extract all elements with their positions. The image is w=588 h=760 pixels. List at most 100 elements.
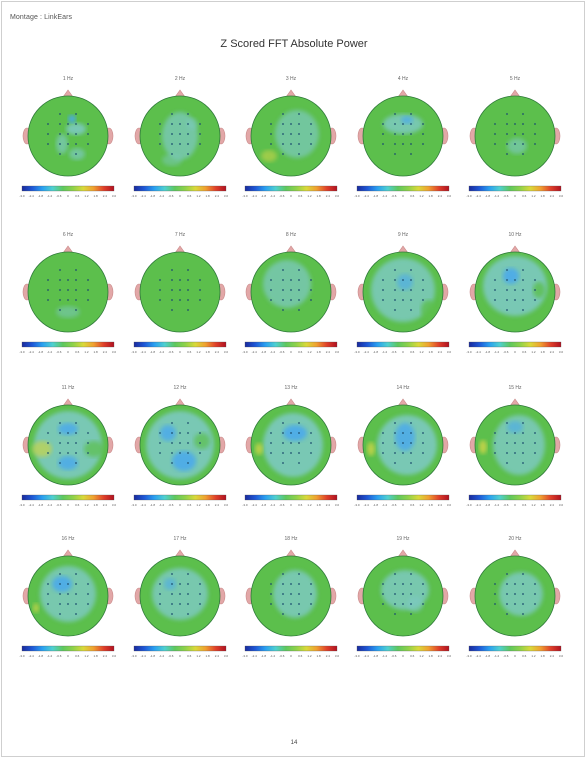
- electrode-dot: [514, 279, 516, 281]
- electrode-dot: [179, 593, 181, 595]
- activity-blob: [69, 148, 85, 160]
- activity-blob: [263, 413, 323, 477]
- frequency-label: 9 Hz: [397, 232, 409, 238]
- electrode-dot: [522, 133, 524, 135]
- electrode-dot: [171, 123, 173, 125]
- scale-tick-label: -2.4: [29, 654, 35, 658]
- electrode-dot: [394, 269, 396, 271]
- head-outline: [250, 404, 332, 486]
- electrode-dot: [59, 613, 61, 615]
- electrode-dot: [270, 593, 272, 595]
- topomap-6: 6 Hz -3.0 -2.4 -1.8 -1.2 -0.6 0 0.6 1.2 1.8 2.4 3.0: [18, 232, 118, 372]
- electrode-dot: [410, 432, 412, 434]
- color-scale-bar: [468, 645, 562, 652]
- scale-tick-label: -2.4: [476, 654, 482, 658]
- electrode-dot: [534, 289, 536, 291]
- electrode-dot: [282, 422, 284, 424]
- activity-blob: [479, 440, 487, 454]
- electrode-dot: [506, 613, 508, 615]
- scale-tick-label: 2.4: [326, 194, 331, 198]
- topomap-14: 14 Hz -3.0 -2.4 -1.8 -1.2 -0.6 0 0.6 1.2 1.8 2.4 3.…: [353, 385, 453, 525]
- scale-tick-label: 0.6: [298, 503, 303, 507]
- scale-tick-label: 2.4: [326, 503, 331, 507]
- activity-overlay: [499, 572, 543, 616]
- electrode-dot: [199, 133, 201, 135]
- scale-tick-label: -1.8: [261, 654, 267, 658]
- frequency-label: 16 Hz: [61, 536, 75, 542]
- electrode-dot: [298, 442, 300, 444]
- scale-tick-label: 3.0: [112, 350, 117, 354]
- head-map-svg: [357, 549, 449, 637]
- scale-tick-label: 0.6: [410, 654, 415, 658]
- electrode-dot: [402, 452, 404, 454]
- electrode-dot: [171, 452, 173, 454]
- electrode-dot: [394, 113, 396, 115]
- electrode-dot: [59, 462, 61, 464]
- electrode-dot: [506, 593, 508, 595]
- electrode-dot: [187, 462, 189, 464]
- electrode-dot: [394, 143, 396, 145]
- electrode-dot: [282, 133, 284, 135]
- head-outline: [139, 555, 221, 637]
- scale-tick-label: -3.0: [19, 350, 25, 354]
- activity-blob: [273, 570, 317, 618]
- electrode-dot: [422, 442, 424, 444]
- electrode-dot: [171, 113, 173, 115]
- electrode-dot: [75, 113, 77, 115]
- electrode-dot: [514, 133, 516, 135]
- electrode-dot: [187, 123, 189, 125]
- frequency-label: 20 Hz: [508, 536, 522, 542]
- electrode-dot: [522, 432, 524, 434]
- color-scale-bar: [133, 494, 227, 501]
- electrode-dot: [282, 299, 284, 301]
- electrode-dot: [290, 123, 292, 125]
- electrode-dot: [494, 143, 496, 145]
- electrode-dot: [75, 153, 77, 155]
- electrode-dot: [59, 452, 61, 454]
- head-map-svg: [245, 245, 337, 333]
- electrode-dot: [310, 442, 312, 444]
- scale-tick-label: -2.4: [141, 350, 147, 354]
- electrode-dot: [187, 279, 189, 281]
- color-scale: -3.0 -2.4 -1.8 -1.2 -0.6 0 0.6 1.2 1.8 2.4 3.0: [242, 645, 339, 658]
- electrode-dot: [171, 289, 173, 291]
- electrode-dot: [187, 269, 189, 271]
- electrode-dot: [179, 452, 181, 454]
- scale-tick-label: 1.8: [429, 654, 434, 658]
- electrode-dot: [382, 289, 384, 291]
- electrode-dot: [282, 279, 284, 281]
- electrode-dot: [310, 583, 312, 585]
- scale-tick-label: -0.6: [391, 350, 397, 354]
- scale-tick-label: 3.0: [559, 503, 564, 507]
- activity-blob: [283, 425, 307, 441]
- electrode-dot: [75, 299, 77, 301]
- electrode-dot: [514, 593, 516, 595]
- activity-blob: [52, 576, 72, 592]
- activity-blob: [493, 415, 545, 475]
- scale-tick-label: -3.0: [354, 194, 360, 198]
- electrode-dot: [67, 442, 69, 444]
- electrode-dot: [506, 279, 508, 281]
- color-scale-bar: [356, 341, 450, 348]
- scale-tick-label: 1.2: [84, 194, 89, 198]
- color-scale-bar: [133, 185, 227, 192]
- scale-tick-label: 2.4: [326, 654, 331, 658]
- electrode-dot: [179, 279, 181, 281]
- color-scale-bar: [133, 341, 227, 348]
- scale-tick-label: 2.4: [550, 503, 555, 507]
- electrode-dot: [47, 452, 49, 454]
- electrode-dot: [394, 442, 396, 444]
- activity-overlay: [507, 138, 527, 154]
- electrode-dot: [310, 452, 312, 454]
- electrode-dot: [47, 123, 49, 125]
- electrode-dot: [171, 153, 173, 155]
- electrode-dot: [402, 143, 404, 145]
- scale-tick-label: 1.8: [206, 350, 211, 354]
- electrode-dot: [422, 593, 424, 595]
- electrode-dot: [87, 289, 89, 291]
- scale-tick-label: 0: [402, 194, 404, 198]
- scale-tick-label: 3.0: [112, 503, 117, 507]
- scale-tick-label: -2.4: [364, 350, 370, 354]
- electrode-dot: [282, 113, 284, 115]
- topomap-19: 19 Hz -3.0 -2.4 -1.8 -1.2 -0.6 0 0.6 1.2 1.8 2.4 3.…: [353, 536, 453, 676]
